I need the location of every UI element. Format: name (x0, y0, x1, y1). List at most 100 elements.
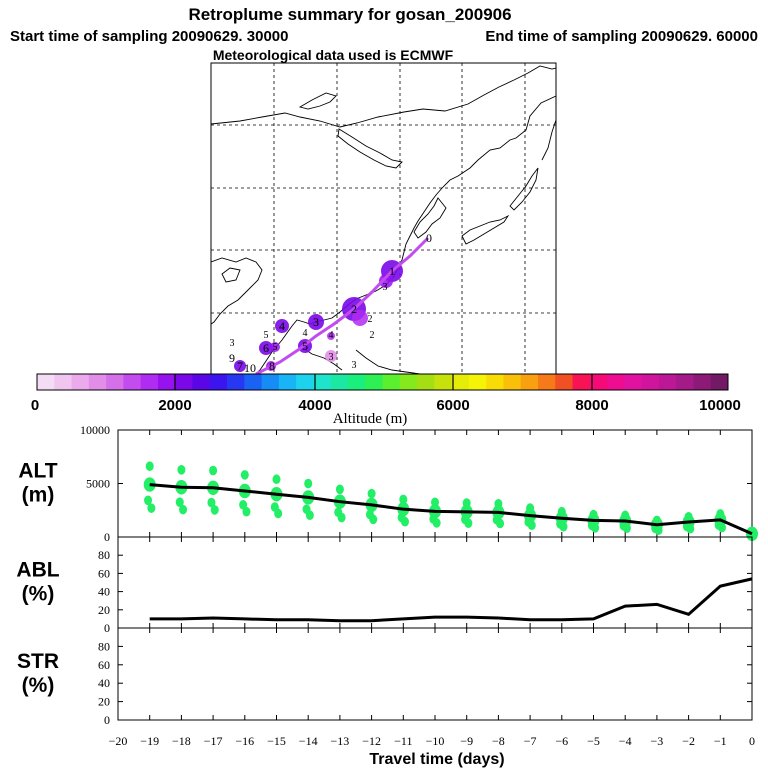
alt-scatter-point (686, 523, 695, 534)
xtick-label: −5 (587, 734, 600, 748)
series-line (149, 577, 753, 623)
colorbar-swatch (227, 374, 245, 390)
colorbar-swatch (710, 374, 729, 390)
alt-scatter-point (242, 506, 251, 517)
colorbar-swatch (175, 374, 193, 390)
ytick-label: 0 (104, 713, 110, 727)
xtick-label: −4 (619, 734, 632, 748)
x-axis-label: Travel time (days) (369, 751, 504, 768)
colorbar-swatch (693, 374, 712, 390)
colorbar-swatch (434, 374, 453, 390)
colorbar-swatch (278, 374, 297, 390)
alt-scatter-point (557, 506, 566, 517)
colorbar-swatch (244, 374, 263, 390)
map-frame (210, 62, 557, 375)
colorbar-tick-label: 2000 (158, 397, 191, 414)
plume-cluster (379, 274, 393, 288)
colorbar-swatch (106, 374, 124, 390)
colorbar-swatch (641, 374, 660, 390)
xtick-label: −8 (492, 734, 505, 748)
alt-scatter-point (272, 474, 281, 485)
panel-ylabel: ABL (16, 559, 59, 582)
colorbar-swatch (676, 374, 694, 390)
trajectory-label: 2 (351, 302, 357, 316)
alt-scatter-point (304, 478, 313, 489)
ytick-label: 20 (98, 603, 110, 617)
alt-scatter-point (335, 484, 344, 495)
ytick-label: 60 (98, 658, 110, 672)
trajectory-labels: 0 1 2 3 4 5 6 7 8 9 10 (229, 231, 432, 374)
colorbar-tick-label: 0 (31, 397, 39, 414)
colorbar-swatch (417, 374, 435, 390)
colorbar-label: Altitude (m) (333, 411, 408, 427)
colorbar-swatch (37, 374, 55, 390)
ytick-label: 80 (98, 548, 110, 562)
colorbar-swatch (572, 374, 591, 390)
alt-scatter-point (526, 503, 535, 513)
trajectory-line (255, 236, 430, 374)
colorbar-swatch (503, 374, 522, 390)
start-time-text: Start time of sampling 20090629. 30000 (10, 28, 288, 45)
cluster-label: 4 (329, 330, 334, 341)
xtick-label: −11 (394, 734, 412, 748)
alt-scatter-point (274, 508, 283, 519)
xtick-label: −1 (714, 734, 727, 748)
alt-scatter-point (175, 497, 184, 507)
alt-scatter-point (209, 465, 218, 476)
alt-scatter-point (337, 512, 346, 523)
trajectory-label: 0 (426, 231, 432, 245)
alt-scatter-point (147, 503, 156, 513)
alt-scatter-point (464, 518, 473, 528)
alt-scatter-point (367, 488, 376, 499)
alt-scatter-point (240, 470, 249, 480)
xtick-label: −2 (682, 734, 695, 748)
xtick-label: −10 (426, 734, 445, 748)
panel-ylabel: STR (17, 650, 59, 673)
alt-scatter-point (177, 465, 186, 475)
colorbar-swatch (347, 374, 366, 390)
xtick-label: −17 (204, 734, 223, 748)
series-line (149, 483, 753, 536)
panel-ylabel: (%) (22, 674, 55, 697)
colorbar-tick-label: 4000 (298, 397, 331, 414)
plume-cluster (275, 319, 289, 333)
alt-scatter-point (496, 518, 505, 529)
xtick-label: −6 (555, 734, 568, 748)
timeseries-panels: ALT(m)0500010000ABL(%)020406080STR(%)020… (16, 423, 758, 768)
map-panel: 0 1 2 3 4 5 6 7 8 9 10 2 3 4 5 2 3 3 4 (210, 62, 557, 375)
plume-cluster (259, 341, 273, 355)
colorbar-swatch (468, 374, 487, 390)
colorbar-swatch (261, 374, 280, 390)
ytick-label: 80 (98, 639, 110, 653)
alt-scatter-point (305, 510, 314, 521)
plume-cluster (270, 342, 280, 352)
xtick-label: −16 (235, 734, 254, 748)
trajectory-label: 5 (302, 339, 308, 353)
alt-scatter-point (652, 515, 661, 526)
panel-frame (117, 536, 753, 629)
altitude-colorbar (36, 373, 729, 391)
colorbar-swatch (486, 374, 504, 390)
alt-scatter-point (527, 520, 536, 531)
plume-cluster (308, 314, 324, 330)
colorbar-swatch (157, 374, 176, 390)
alt-scatter-point (684, 511, 693, 522)
alt-scatter-point (432, 518, 441, 528)
alt-scatter-point (210, 505, 219, 515)
ytick-label: 0 (104, 621, 110, 635)
alt-scatter-point (559, 521, 568, 532)
trajectory-label: 4 (279, 319, 285, 333)
colorbar-tick-label: 10000 (699, 397, 741, 414)
ytick-label: 10000 (80, 423, 110, 437)
xtick-label: −7 (524, 734, 537, 748)
alt-scatter-point (400, 516, 409, 527)
xtick-label: −3 (651, 734, 664, 748)
ytick-label: 20 (98, 695, 110, 709)
colorbar-swatch (382, 374, 401, 390)
colorbar-swatch (140, 374, 159, 390)
alt-scatter-point (207, 497, 216, 508)
trajectory-label: 6 (263, 341, 269, 355)
colorbar-swatch (296, 374, 314, 390)
alt-scatter-point (622, 523, 631, 533)
xtick-label: −9 (460, 734, 473, 748)
